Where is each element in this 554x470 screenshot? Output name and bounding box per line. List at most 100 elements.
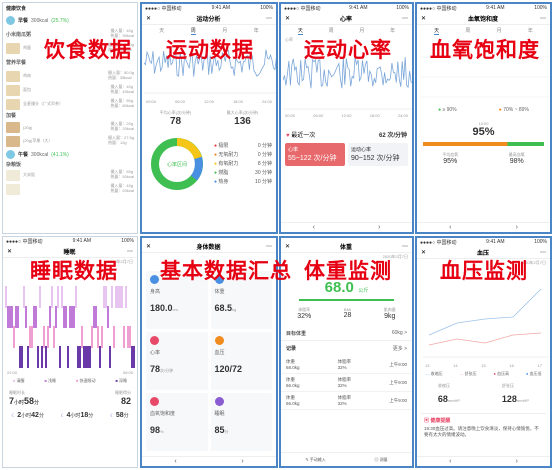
back-icon[interactable]: ‹ — [312, 224, 315, 231]
more-icon[interactable]: ⋯ — [126, 249, 133, 255]
diet-food-item[interactable]: 鸡肉 摄入量：50.0g 热量：35kcal — [3, 69, 137, 83]
hr-zone-legend-item: ● 极限 0 分钟 — [214, 142, 272, 149]
back-icon[interactable]: ‹ — [174, 458, 177, 465]
exercise-hr-range-card[interactable]: 运动心率 90~152 次/分钟 — [348, 143, 408, 166]
diet-food-item[interactable]: 小米南瓜粥 摄入量：40g 热量：30kcal — [3, 27, 137, 41]
sleep-stage-bar — [7, 306, 9, 328]
heartrate-line-chart — [283, 57, 412, 110]
tab-week[interactable]: 周 — [190, 28, 196, 35]
tab-day[interactable]: 天 — [434, 28, 440, 35]
sleep-stage-bar — [101, 326, 103, 348]
sleep-stage-bar — [31, 326, 33, 348]
more-icon[interactable]: ⋯ — [265, 16, 272, 22]
tab-week[interactable]: 周 — [328, 28, 334, 34]
diet-food-item[interactable]: 全麦馒头（广式早茶） 摄入量：80g 热量：80kcal — [3, 97, 137, 111]
tab-week[interactable]: 周 — [465, 28, 471, 34]
basic-data-card[interactable]: 心率 78次/分钟 — [146, 332, 208, 390]
close-icon[interactable]: ✕ — [285, 16, 291, 22]
close-icon[interactable]: ✕ — [421, 16, 427, 22]
close-icon[interactable]: ✕ — [421, 250, 427, 256]
hr-range-card[interactable]: 心率 55~122 次/分钟 — [285, 143, 345, 166]
breakfast-kcal: 300kcal — [31, 17, 49, 24]
forward-icon[interactable]: › — [515, 224, 518, 231]
weight-record-row[interactable]: 体重 68.0kg 体脂率 32% 上午9:00 — [281, 356, 412, 374]
heart-icon: ♥ — [286, 133, 290, 139]
sleep-stage-bar — [65, 306, 67, 328]
lunch-food-item[interactable]: 摄入量：40g 热量：20kcal — [3, 182, 137, 196]
more-icon[interactable]: ⋯ — [539, 16, 546, 22]
close-icon[interactable]: ✕ — [146, 244, 152, 250]
back-icon[interactable]: ‹ — [449, 224, 452, 231]
tab-month[interactable]: 月 — [496, 28, 502, 34]
sleep-stage-bar — [41, 346, 43, 368]
sleep-summary: 睡眠时长 7小时58分 睡眠得分 82 — [9, 390, 131, 406]
sleep-stage-bar — [97, 326, 99, 348]
tab-month[interactable]: 月 — [359, 28, 365, 34]
tab-year[interactable]: 年 — [390, 28, 396, 34]
manual-input-button[interactable]: ✎ 手动输入 — [305, 456, 326, 462]
metric-icon — [214, 336, 224, 345]
measure-button[interactable]: ▤ 测量 — [374, 456, 388, 462]
tab-day[interactable]: 天 — [297, 28, 303, 35]
lunch-row[interactable]: 午餐 300kcal (41.1%) — [3, 148, 137, 161]
sleep-stage-bar — [71, 306, 73, 328]
breakfast-row[interactable]: 早餐 300kcal (25.7%) — [3, 14, 137, 27]
hr-zone-legend-item: ● 燃脂 30 分钟 — [214, 169, 272, 176]
status-bar: ●●●●○ 中国移动 9:41 AM 100% — [420, 5, 547, 12]
more-records-link[interactable]: 更多 > — [392, 346, 407, 352]
lunch-food-item[interactable]: 大米饭 摄入量：60g 热量：50kcal — [3, 168, 137, 182]
heartrate-bottom-nav: ‹ › — [281, 222, 412, 232]
metric-label: 血氧饱和度 — [150, 411, 176, 417]
more-icon[interactable]: ⋯ — [401, 244, 408, 250]
tab-year[interactable]: 年 — [527, 28, 533, 34]
sleep-stage-bar — [9, 306, 11, 328]
basic-data-card[interactable]: 睡眠 85分 — [210, 393, 272, 451]
metric-icon — [214, 275, 224, 284]
close-icon[interactable]: ✕ — [285, 244, 291, 250]
basic-data-card[interactable]: 体重 68.5kg — [210, 271, 272, 329]
sleep-stage-bar — [69, 306, 71, 328]
food-name: (20g)苹果（大） — [23, 138, 53, 143]
tab-month[interactable]: 月 — [222, 28, 228, 34]
snack-item[interactable]: (20g) 摄入量：20g 热量：20kcal — [3, 120, 137, 134]
sleep-stage-bar — [55, 306, 57, 328]
exercise-line-chart — [144, 49, 276, 94]
food-thumbnail-icon — [6, 42, 20, 54]
food-thumbnail-icon — [6, 98, 20, 110]
tab-day[interactable]: 天 — [159, 28, 165, 34]
snack-item[interactable]: (20g)苹果（大） 摄入量：27.5g 热量：12g — [3, 134, 137, 148]
back-icon[interactable]: ‹ — [449, 458, 452, 465]
close-icon[interactable]: ✕ — [146, 16, 152, 22]
zone-dot-icon: ● — [214, 169, 219, 176]
diet-food-item[interactable]: 面包 摄入量：40g 热量：40kcal — [3, 83, 137, 97]
sleep-stage-bar — [23, 286, 25, 308]
bp-date[interactable]: 2020年2月7日 — [520, 260, 546, 265]
food-info: 摄入量：80g 热量：80kcal — [110, 98, 134, 108]
tab-year[interactable]: 年 — [253, 28, 259, 34]
more-icon[interactable]: ⋯ — [265, 244, 272, 250]
close-icon[interactable]: ✕ — [7, 249, 13, 255]
forward-icon[interactable]: › — [378, 224, 381, 231]
weight-date[interactable]: 2020年2月7日 — [382, 254, 408, 259]
weight-record-row[interactable]: 体重 66.0kg 体脂率 32% 上午9:00 — [281, 392, 412, 410]
exercise-hr-stats: 平均心率(次/分钟) 78 最大心率(次/分钟) 136 — [142, 110, 276, 127]
more-icon[interactable]: ⋯ — [539, 250, 546, 256]
basic-data-card[interactable]: 血压 120/72 — [210, 332, 272, 390]
bp-title: 血压 — [477, 251, 490, 257]
lunch-pct: (41.1%) — [51, 151, 69, 158]
basic-data-card[interactable]: 血氧饱和度 98% — [146, 393, 208, 451]
diet-food-item[interactable]: 营养早餐 — [3, 55, 137, 69]
basic-data-card[interactable]: 身高 180.0cm — [146, 271, 208, 329]
target-weight-row[interactable]: 目标体重 60kg > — [281, 320, 412, 341]
forward-icon[interactable]: › — [241, 458, 244, 465]
food-name: 鸡肉 — [23, 73, 31, 78]
sleep-date[interactable]: 2020年2月7日 — [107, 259, 133, 264]
forward-icon[interactable]: › — [515, 458, 518, 465]
last-reading-row[interactable]: ♥ 最近一次 62 次/分钟 — [281, 118, 412, 143]
diet-food-item[interactable]: 鸡蛋 摄入量：70.0g 热量：88kcal — [3, 41, 137, 55]
sleep-stage-bar — [11, 306, 13, 328]
weight-record-row[interactable]: 体重 66.0kg 体脂率 32% 上午9:00 — [281, 374, 412, 392]
more-icon[interactable]: ⋯ — [401, 16, 408, 22]
sleep-stage-bar — [119, 286, 121, 308]
sleep-stage-bar — [53, 326, 55, 348]
